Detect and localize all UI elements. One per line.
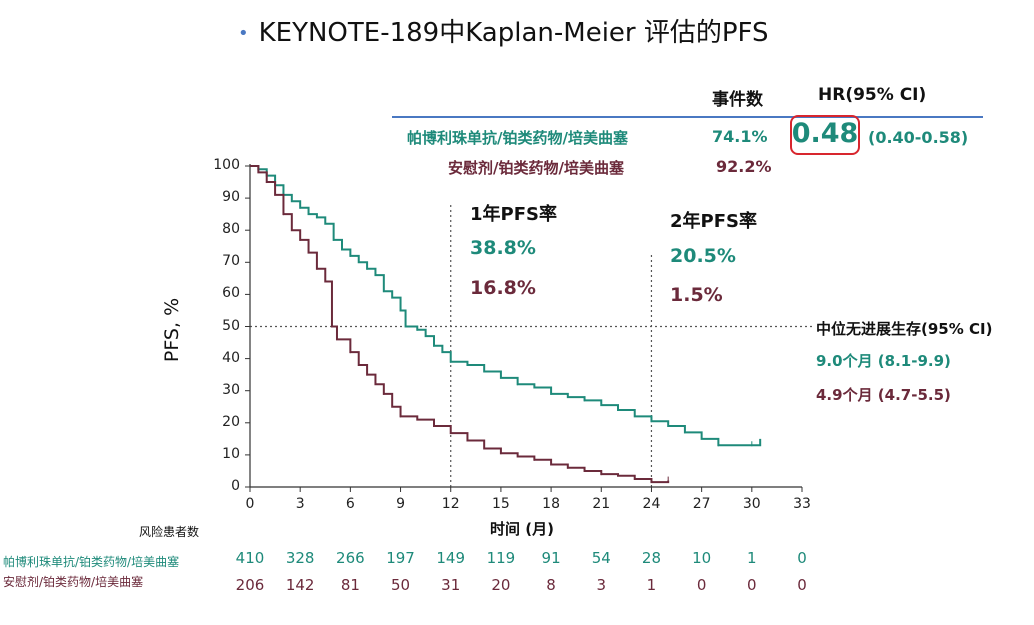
x-tick-label-33: 33 [793, 496, 811, 512]
risk-count: 28 [641, 549, 661, 567]
y-tick-label-100: 100 [213, 157, 240, 173]
row-label-pembrolizumab: 帕博利珠单抗/铂类药物/培美曲塞 [407, 129, 628, 147]
pfs2-placebo: 1.5% [670, 284, 723, 306]
bullet-icon: • [238, 23, 249, 44]
x-tick-label-27: 27 [692, 496, 711, 512]
risk-count: 119 [486, 549, 516, 567]
risk-count: 10 [692, 549, 712, 567]
slide-title-text: KEYNOTE-189中Kaplan-Meier 评估的PFS [258, 18, 769, 48]
risk-count: 0 [797, 549, 807, 567]
y-tick-label-60: 60 [222, 285, 240, 302]
y-tick-label-80: 80 [222, 221, 240, 238]
x-tick-label-9: 9 [396, 496, 405, 512]
median-pfs-title: 中位无进展生存(95% CI) [816, 320, 993, 338]
risk-row-label-pembrolizumab: 帕博利珠单抗/铂类药物/培美曲塞 [3, 555, 180, 569]
risk-count: 206 [235, 576, 265, 594]
pfs1-pembrolizumab: 38.8% [470, 237, 536, 259]
risk-count: 266 [336, 549, 365, 567]
risk-count: 0 [747, 576, 757, 594]
risk-count: 1 [747, 549, 757, 567]
risk-count: 81 [340, 576, 360, 594]
pfs1-placebo: 16.8% [470, 277, 536, 299]
y-tick-label-0: 0 [231, 478, 240, 494]
y-tick-label-50: 50 [222, 317, 240, 334]
risk-count: 0 [696, 576, 707, 594]
risk-count: 149 [436, 549, 466, 567]
pfs2-title: 2年PFS率 [670, 211, 757, 232]
series-line-0 [250, 165, 762, 447]
x-tick-label-18: 18 [542, 496, 560, 512]
table-rule [392, 116, 983, 118]
risk-count: 142 [285, 576, 315, 594]
row-label-placebo: 安慰剂/铂类药物/培美曲塞 [448, 159, 624, 177]
x-tick-label-15: 15 [491, 496, 510, 512]
events-placebo: 92.2% [716, 157, 772, 176]
y-tick-label-90: 90 [222, 189, 240, 206]
series-line-1 [250, 165, 670, 484]
risk-table-title: 风险患者数 [139, 525, 200, 539]
hr-value: 0.48 [791, 118, 859, 149]
x-axis-label: 时间 (月) [490, 520, 554, 538]
risk-count: 31 [441, 576, 461, 594]
y-tick-label-30: 30 [222, 381, 240, 398]
x-tick-label-3: 3 [295, 496, 305, 512]
risk-count: 0 [797, 576, 807, 594]
slide-title: • KEYNOTE-189中Kaplan-Meier 评估的PFS [238, 12, 769, 49]
hr-ci: (0.40-0.58) [868, 128, 969, 147]
x-tick-label-12: 12 [441, 496, 460, 512]
y-tick-label-70: 70 [222, 253, 240, 270]
risk-count: 410 [235, 549, 265, 567]
hr-column-header: HR(95% CI) [818, 85, 927, 105]
y-tick-label-20: 20 [222, 413, 240, 430]
risk-row-label-placebo: 安慰剂/铂类药物/培美曲塞 [3, 575, 144, 589]
x-tick-label-6: 6 [345, 496, 355, 512]
risk-count: 91 [541, 549, 561, 567]
x-tick-label-21: 21 [592, 496, 611, 512]
events-column-header: 事件数 [712, 90, 763, 110]
events-pembrolizumab: 74.1% [712, 127, 768, 146]
median-pfs-pembrolizumab: 9.0个月 (8.1-9.9) [816, 352, 951, 370]
risk-count: 328 [285, 549, 315, 567]
hr-highlight-box [790, 115, 860, 155]
x-tick-label-30: 30 [742, 496, 761, 512]
pfs1-title: 1年PFS率 [470, 204, 557, 225]
risk-count: 8 [546, 576, 556, 594]
risk-count: 50 [390, 576, 411, 594]
y-tick-label-40: 40 [222, 349, 240, 366]
risk-count: 1 [646, 576, 657, 594]
risk-count: 20 [491, 576, 511, 594]
risk-count: 197 [386, 549, 415, 567]
x-tick-label-24: 24 [642, 496, 661, 512]
risk-count: 3 [596, 576, 607, 594]
median-pfs-placebo: 4.9个月 (4.7-5.5) [816, 386, 951, 404]
x-tick-label-0: 0 [245, 496, 255, 512]
y-tick-label-10: 10 [222, 445, 240, 462]
risk-count: 54 [591, 549, 611, 567]
pfs2-pembrolizumab: 20.5% [670, 245, 736, 267]
